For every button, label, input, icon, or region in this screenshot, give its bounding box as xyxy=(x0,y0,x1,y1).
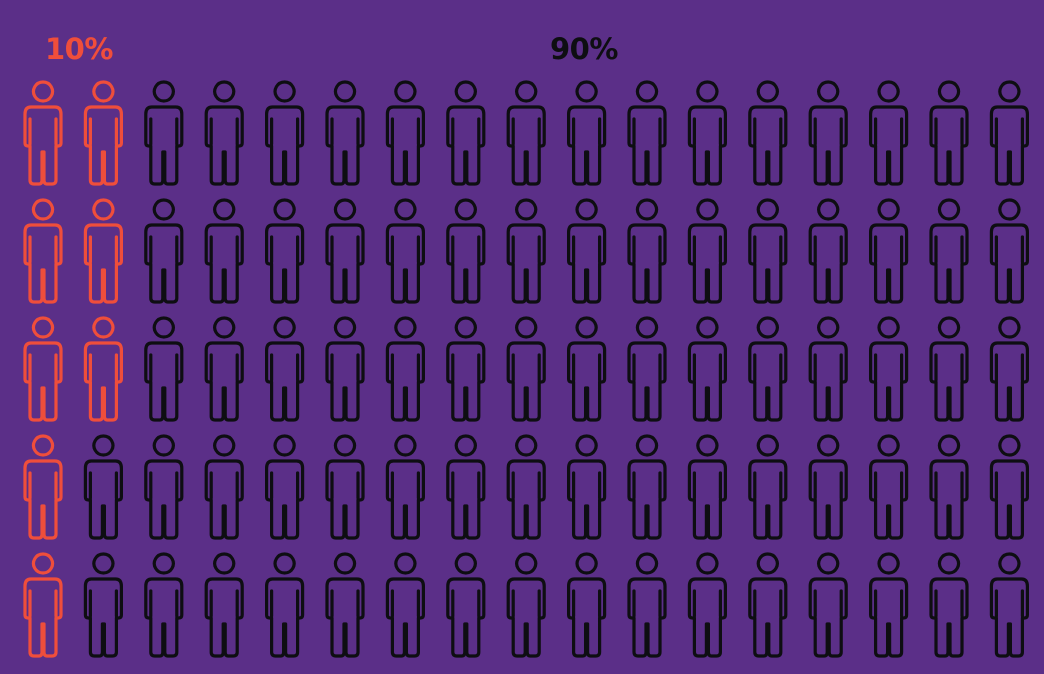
person-icon-minority xyxy=(23,198,63,304)
person-icon-majority xyxy=(929,198,969,304)
person-icon-majority xyxy=(506,198,546,304)
person-icon-majority xyxy=(446,552,486,658)
person-icon-majority xyxy=(687,552,728,658)
person-icon-majority xyxy=(989,80,1030,186)
person-icon-majority xyxy=(446,316,486,422)
person-icon-majority xyxy=(204,552,244,658)
person-icon-minority xyxy=(83,198,124,304)
person-icon-majority xyxy=(808,434,848,540)
person-icon-majority xyxy=(687,434,728,540)
person-icon-minority xyxy=(23,316,63,422)
person-icon-majority xyxy=(868,316,909,422)
person-icon-minority xyxy=(23,552,63,658)
person-icon-majority xyxy=(325,316,365,422)
person-icon-majority xyxy=(83,552,124,658)
person-icon-majority xyxy=(989,198,1030,304)
person-icon-majority xyxy=(325,198,365,304)
person-icon-majority xyxy=(868,80,909,186)
person-icon-majority xyxy=(506,552,546,658)
person-icon-majority xyxy=(566,552,607,658)
person-icon-majority xyxy=(808,80,848,186)
person-icon-majority xyxy=(627,552,667,658)
person-icon-majority xyxy=(687,316,728,422)
person-icon-majority xyxy=(325,80,365,186)
person-icon-majority xyxy=(748,198,788,304)
person-icon-majority xyxy=(144,552,184,658)
person-icon-majority xyxy=(748,434,788,540)
person-icon-majority xyxy=(446,80,486,186)
person-icon-majority xyxy=(506,316,546,422)
person-icon-majority xyxy=(566,198,607,304)
person-icon-majority xyxy=(868,552,909,658)
person-icon-majority xyxy=(748,80,788,186)
person-icon-majority xyxy=(446,198,486,304)
person-icon-majority xyxy=(144,198,184,304)
person-icon-majority xyxy=(808,316,848,422)
person-icon-majority xyxy=(265,552,305,658)
person-icon-majority xyxy=(808,198,848,304)
person-icon-majority xyxy=(204,316,244,422)
person-icon-majority xyxy=(265,316,305,422)
person-icon-majority xyxy=(566,434,607,540)
person-icon-majority xyxy=(265,434,305,540)
person-icon-majority xyxy=(506,80,546,186)
person-icon-majority xyxy=(144,316,184,422)
person-icon-majority xyxy=(929,316,969,422)
person-icon-majority xyxy=(385,198,425,304)
person-icon-majority xyxy=(627,434,667,540)
person-icon-majority xyxy=(325,552,365,658)
person-icon-majority xyxy=(627,198,667,304)
person-icon-majority xyxy=(989,316,1030,422)
person-icon-majority xyxy=(929,80,969,186)
person-icon-majority xyxy=(687,80,728,186)
person-icon-majority xyxy=(868,198,909,304)
person-icon-minority xyxy=(83,316,124,422)
person-icon-majority xyxy=(808,552,848,658)
person-icon-minority xyxy=(23,80,63,186)
person-icon-majority xyxy=(627,80,667,186)
person-icon-majority xyxy=(204,198,244,304)
person-icon-majority xyxy=(204,80,244,186)
person-icon-majority xyxy=(566,316,607,422)
person-icon-majority xyxy=(325,434,365,540)
person-icon-majority xyxy=(929,434,969,540)
person-icon-majority xyxy=(687,198,728,304)
person-icon-majority xyxy=(627,316,667,422)
person-icon-majority xyxy=(929,552,969,658)
person-icon-majority xyxy=(385,434,425,540)
person-icon-majority xyxy=(83,434,124,540)
person-icon-majority xyxy=(385,552,425,658)
person-icon-majority xyxy=(868,434,909,540)
person-icon-majority xyxy=(989,434,1030,540)
person-icon-minority xyxy=(23,434,63,540)
person-icon-majority xyxy=(385,316,425,422)
person-icon-majority xyxy=(748,316,788,422)
person-icon-majority xyxy=(566,80,607,186)
person-icon-majority xyxy=(385,80,425,186)
person-icon-majority xyxy=(265,198,305,304)
person-icon-majority xyxy=(989,552,1030,658)
person-icon-majority xyxy=(144,434,184,540)
person-icon-majority xyxy=(506,434,546,540)
person-icon-majority xyxy=(265,80,305,186)
person-icon-minority xyxy=(83,80,124,186)
person-icon-majority xyxy=(204,434,244,540)
person-icon-majority xyxy=(446,434,486,540)
minority-percent-label: 10% xyxy=(45,32,113,66)
person-icon-majority xyxy=(748,552,788,658)
majority-percent-label: 90% xyxy=(550,32,618,66)
person-icon-majority xyxy=(144,80,184,186)
